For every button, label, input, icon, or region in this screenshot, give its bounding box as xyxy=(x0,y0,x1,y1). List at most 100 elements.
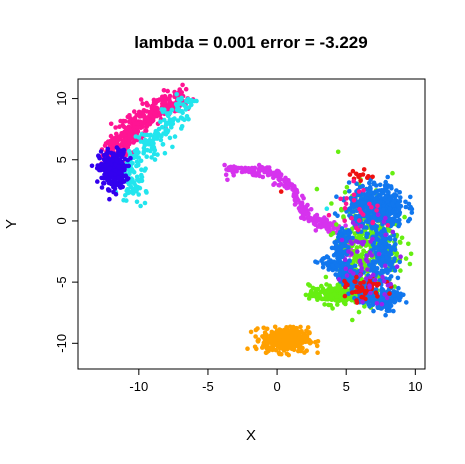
scatter-point xyxy=(361,188,366,193)
scatter-point xyxy=(356,309,362,315)
scatter-point xyxy=(152,157,158,162)
scatter-point xyxy=(278,333,283,339)
scatter-point xyxy=(111,152,117,158)
scatter-point xyxy=(154,131,160,136)
scatter-point xyxy=(352,263,358,269)
scatter-point xyxy=(284,344,290,349)
scatter-point xyxy=(308,207,314,212)
scatter-point xyxy=(151,97,157,103)
scatter-point xyxy=(131,170,137,175)
scatter-point xyxy=(333,298,339,303)
scatter-point xyxy=(112,178,118,184)
scatter-point xyxy=(151,151,157,157)
scatter-point xyxy=(307,338,313,344)
scatter-point xyxy=(132,115,138,121)
scatter-point xyxy=(392,268,398,273)
scatter-point xyxy=(277,338,283,344)
scatter-point xyxy=(350,317,355,323)
scatter-point xyxy=(305,325,311,330)
scatter-point xyxy=(332,211,338,216)
scatter-point xyxy=(320,261,326,266)
scatter-point xyxy=(132,121,137,126)
scatter-point xyxy=(378,218,383,223)
scatter-point xyxy=(342,190,348,195)
scatter-point xyxy=(320,265,326,270)
scatter-point xyxy=(361,191,367,197)
scatter-point xyxy=(408,251,414,257)
scatter-point xyxy=(151,145,157,150)
scatter-point xyxy=(152,106,158,111)
scatter-point xyxy=(344,273,350,278)
scatter-point xyxy=(375,294,380,299)
scatter-point xyxy=(326,302,331,308)
scatter-point xyxy=(381,219,387,225)
scatter-point xyxy=(255,326,260,331)
scatter-point xyxy=(387,206,393,211)
scatter-point xyxy=(392,256,397,261)
scatter-point xyxy=(116,170,121,175)
scatter-point xyxy=(252,171,258,176)
scatter-point xyxy=(338,294,343,300)
scatter-point xyxy=(344,184,350,190)
scatter-point xyxy=(341,214,346,219)
scatter-point xyxy=(133,183,139,189)
scatter-point xyxy=(128,155,133,161)
scatter-point xyxy=(136,192,141,197)
scatter-point xyxy=(385,174,391,180)
scatter-point xyxy=(326,267,332,272)
scatter-point xyxy=(256,162,262,168)
scatter-point xyxy=(385,223,391,228)
scatter-point xyxy=(180,82,185,88)
scatter-point xyxy=(373,290,379,296)
scatter-point xyxy=(398,268,403,273)
scatter-point xyxy=(134,199,140,205)
scatter-point xyxy=(307,283,313,288)
scatter-point xyxy=(97,163,102,168)
scatter-point xyxy=(406,241,411,247)
scatter-point xyxy=(301,216,307,222)
scatter-point xyxy=(107,166,113,171)
scatter-point xyxy=(382,229,388,234)
scatter-point xyxy=(151,101,157,107)
scatter-point xyxy=(329,288,334,294)
scatter-point xyxy=(155,152,160,157)
scatter-point xyxy=(353,214,359,219)
scatter-point xyxy=(89,163,95,169)
scatter-point xyxy=(141,149,147,155)
scatter-point xyxy=(370,231,375,236)
scatter-point xyxy=(138,125,144,130)
points-layer xyxy=(89,82,415,358)
scatter-point xyxy=(123,143,128,149)
scatter-point xyxy=(407,205,412,211)
scatter-point xyxy=(397,259,403,265)
scatter-point xyxy=(143,128,149,134)
scatter-point xyxy=(404,300,409,305)
scatter-point xyxy=(98,149,104,154)
scatter-point xyxy=(180,116,185,121)
scatter-point xyxy=(98,167,104,173)
scatter-point xyxy=(246,169,252,175)
scatter-point xyxy=(383,215,388,221)
scatter-point xyxy=(372,259,378,264)
scatter-point xyxy=(120,168,126,173)
scatter-point xyxy=(320,256,325,262)
scatter-point xyxy=(278,343,283,349)
scatter-point xyxy=(271,170,277,176)
scatter-point xyxy=(179,95,184,101)
scatter-point xyxy=(384,304,390,309)
scatter-point xyxy=(364,204,369,210)
scatter-point xyxy=(122,118,128,124)
scatter-point xyxy=(299,335,305,341)
scatter-point xyxy=(123,193,128,198)
scatter-point xyxy=(101,157,107,162)
scatter-point xyxy=(357,258,363,264)
scatter-point xyxy=(379,191,385,196)
scatter-point xyxy=(121,147,127,153)
scatter-point xyxy=(336,234,341,240)
x-axis: -10 -5 0 5 10 xyxy=(129,368,423,394)
scatter-point xyxy=(107,161,113,166)
scatter-point xyxy=(358,288,364,293)
scatter-point xyxy=(285,338,290,344)
scatter-point xyxy=(143,140,149,145)
scatter-point xyxy=(160,94,165,100)
